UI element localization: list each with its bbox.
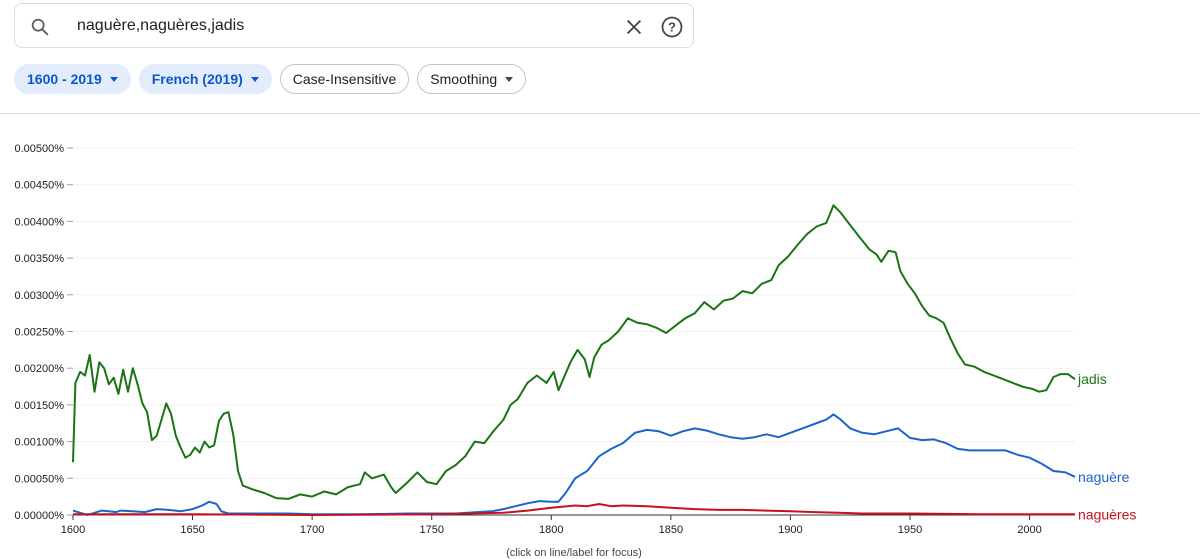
y-axis: 0.00000% 0.00050% 0.00100% 0.00150% 0.00200%…: [14, 143, 1075, 522]
smoothing-dropdown[interactable]: Smoothing: [417, 64, 527, 94]
y-tick-label: 0.00350%: [14, 253, 64, 265]
chevron-down-icon: [250, 76, 259, 82]
svg-text:?: ?: [668, 20, 676, 35]
series-lines: [72, 204, 1076, 516]
y-tick-label: 0.00500%: [14, 143, 64, 155]
x-tick-label: 2000: [1017, 524, 1041, 536]
y-tick-label: 0.00250%: [14, 327, 64, 339]
y-tick-label: 0.00100%: [14, 437, 64, 449]
corpus-dropdown[interactable]: French (2019): [138, 64, 272, 94]
case-insensitive-toggle[interactable]: Case-Insensitive: [279, 64, 410, 94]
series-line-jadis[interactable]: [72, 204, 1076, 500]
y-tick-label: 0.00000%: [14, 510, 64, 522]
series-line-naguères[interactable]: [73, 503, 1075, 516]
header-divider: [0, 113, 1200, 114]
series-labels: jadis naguère naguères: [1077, 371, 1136, 522]
filter-bar: 1600 - 2019 French (2019) Case-Insensiti…: [14, 64, 527, 96]
y-tick-label: 0.00300%: [14, 290, 64, 302]
y-tick-label: 0.00050%: [14, 473, 64, 485]
x-tick-label: 1650: [180, 524, 204, 536]
search-bar[interactable]: ?: [14, 3, 694, 48]
x-tick-label: 1750: [419, 524, 443, 536]
series-label-jadis[interactable]: jadis: [1077, 371, 1107, 387]
smoothing-label: Smoothing: [430, 71, 498, 87]
chevron-down-icon: [505, 76, 514, 82]
x-tick-label: 1600: [61, 524, 85, 536]
series-line-naguère[interactable]: [72, 413, 1076, 516]
year-range-label: 1600 - 2019: [27, 71, 102, 87]
search-input[interactable]: [77, 14, 597, 38]
series-label-naguères[interactable]: naguères: [1078, 506, 1136, 522]
corpus-label: French (2019): [151, 71, 243, 87]
year-range-dropdown[interactable]: 1600 - 2019: [14, 64, 131, 94]
search-icon: [31, 18, 49, 36]
y-tick-label: 0.00400%: [14, 216, 64, 228]
y-tick-label: 0.00450%: [14, 180, 64, 192]
series-label-naguère[interactable]: naguère: [1078, 469, 1130, 485]
y-tick-label: 0.00200%: [14, 363, 64, 375]
x-tick-label: 1850: [659, 524, 683, 536]
chart-hint: (click on line/label for focus): [506, 547, 642, 559]
close-icon[interactable]: [623, 16, 645, 38]
x-tick-label: 1700: [300, 524, 324, 536]
x-tick-label: 1950: [898, 524, 922, 536]
x-axis: 1600 1650 1700 1750 1800 1850 1900 1950 2000: [61, 514, 1075, 536]
help-icon[interactable]: ?: [660, 15, 684, 39]
chevron-down-icon: [109, 76, 118, 82]
y-tick-label: 0.00150%: [14, 400, 64, 412]
x-tick-label: 1900: [778, 524, 802, 536]
x-tick-label: 1800: [539, 524, 563, 536]
case-insensitive-label: Case-Insensitive: [292, 71, 397, 87]
